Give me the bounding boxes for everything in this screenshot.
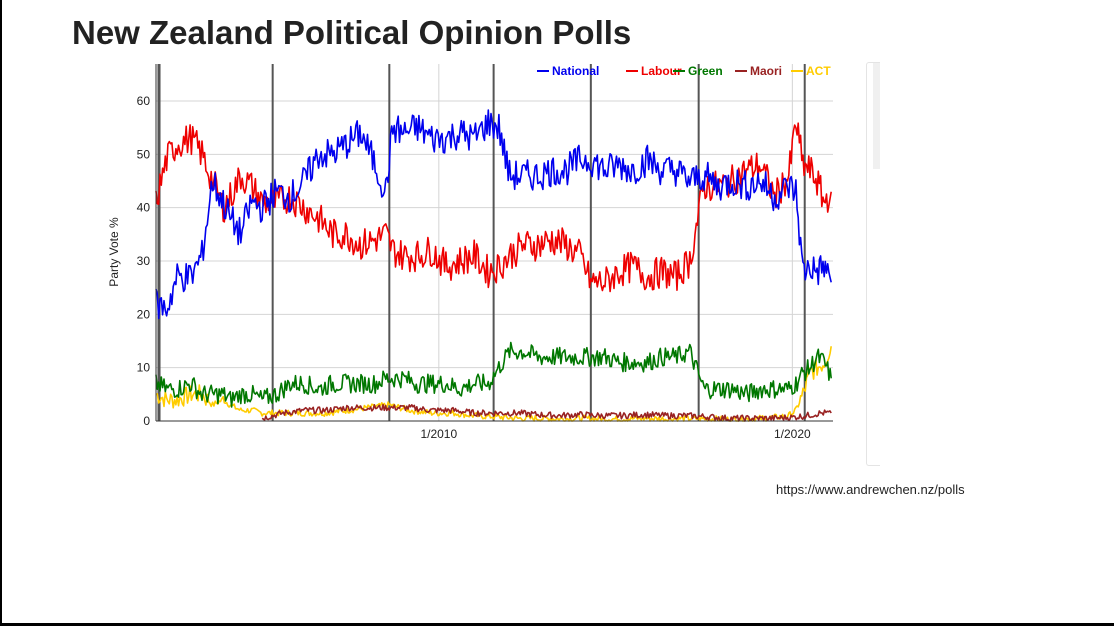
legend-item-labour[interactable]: Labour (626, 64, 682, 78)
series-line-national (155, 109, 832, 320)
y-tick-label: 40 (137, 201, 151, 215)
y-tick-label: 0 (143, 414, 150, 428)
y-tick-label: 20 (137, 307, 151, 321)
legend-item-maori[interactable]: Maori (735, 64, 782, 78)
chart-axes: 0 10 20 30 40 50 60 1/2010 1/2020 (137, 64, 833, 441)
legend-label: National (552, 64, 599, 78)
legend-label: ACT (806, 64, 831, 78)
legend-label: Green (688, 64, 723, 78)
y-tick-label: 50 (137, 147, 151, 161)
source-link[interactable]: https://www.andrewchen.nz/polls (776, 482, 965, 497)
series-lines (155, 109, 832, 422)
legend-item-green[interactable]: Green (673, 64, 723, 78)
election-markers (157, 64, 806, 421)
y-axis-label: Party Vote % (107, 217, 121, 287)
y-tick-label: 60 (137, 94, 151, 108)
legend-label: Maori (750, 64, 782, 78)
series-line-maori (261, 403, 832, 422)
side-panel-scrollbar[interactable] (866, 62, 880, 466)
series-line-green (155, 341, 832, 408)
y-tick-label: 10 (137, 361, 151, 375)
chart-legend[interactable]: National Labour Green Maori ACT (537, 64, 831, 78)
legend-item-act[interactable]: ACT (791, 64, 831, 78)
y-tick-label: 30 (137, 254, 151, 268)
x-tick-label: 1/2020 (774, 427, 811, 441)
legend-label: Labour (641, 64, 682, 78)
x-tick-label: 1/2010 (420, 427, 457, 441)
page-title: New Zealand Political Opinion Polls (72, 14, 632, 51)
scrollbar-thumb[interactable] (873, 63, 880, 169)
legend-item-national[interactable]: National (537, 64, 599, 78)
